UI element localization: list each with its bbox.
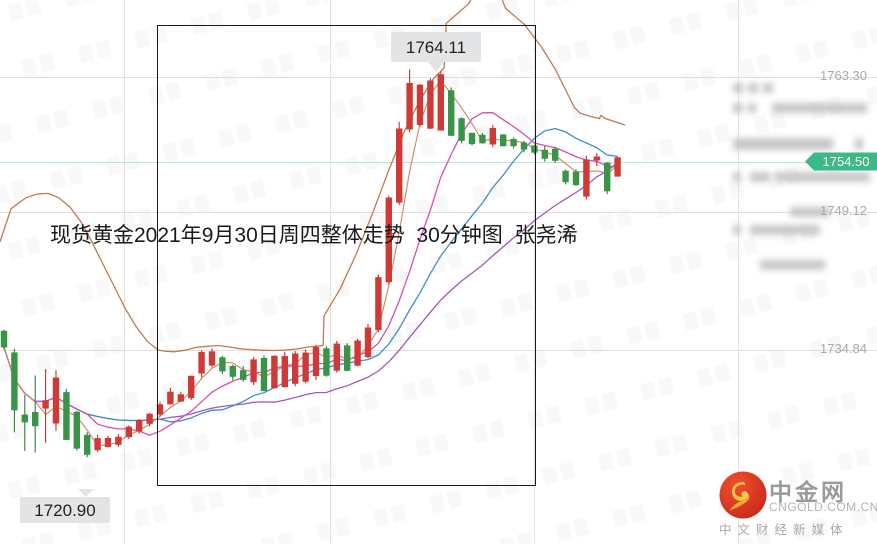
svg-text:1720.90: 1720.90 bbox=[34, 501, 95, 520]
svg-text:1764.11: 1764.11 bbox=[406, 38, 466, 57]
svg-text:1754.50: 1754.50 bbox=[823, 154, 870, 169]
